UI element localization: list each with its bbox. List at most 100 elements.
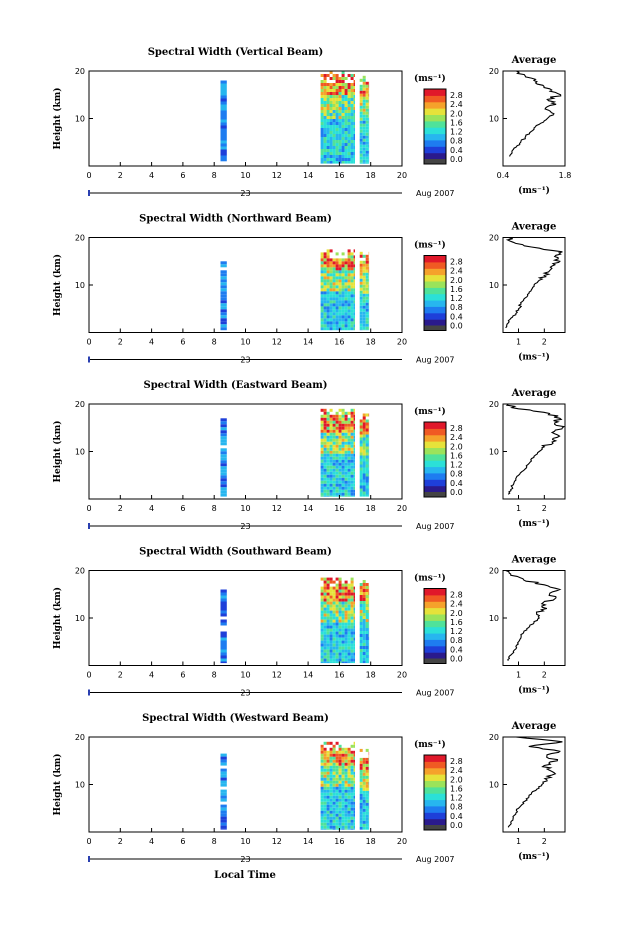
heatmap-cell: [365, 655, 369, 658]
heatmap-cell: [341, 750, 345, 754]
heatmap-cell: [329, 282, 333, 286]
heatmap-cell: [344, 622, 348, 626]
heatmap-cell: [220, 813, 227, 817]
heatmap-cell: [359, 637, 363, 640]
heatmap-cell: [326, 255, 330, 259]
heatmap-cell: [341, 110, 345, 113]
heatmap-cell: [362, 476, 366, 480]
heatmap-cell: [332, 453, 336, 457]
heatmap-cell: [347, 113, 351, 116]
colorbar-swatch: [424, 428, 446, 436]
heatmap-cell: [220, 643, 227, 647]
heatmap-cell: [335, 273, 339, 277]
heatmap-cell: [347, 753, 351, 757]
heatmap-cell: [365, 111, 369, 115]
heatmap-cell: [347, 783, 351, 787]
heatmap-cell: [329, 98, 333, 101]
heatmap-cell: [332, 789, 336, 793]
heatmap-cell: [365, 290, 369, 294]
colorbar-tick-label: 1.6: [450, 618, 463, 627]
colorbar-swatch: [424, 441, 446, 448]
heatmap-cell: [350, 750, 354, 754]
average-y-tick-label: 20: [489, 733, 499, 742]
heatmap-cell: [220, 756, 227, 760]
heatmap-cell: [341, 634, 345, 638]
heatmap-cell: [332, 765, 336, 769]
heatmap-cell: [353, 309, 355, 313]
average-y-tick-label: 10: [489, 448, 499, 457]
heatmap-cell: [341, 492, 345, 496]
heatmap-cell: [365, 443, 369, 447]
heatmap-cell: [365, 311, 369, 315]
heatmap-cell: [347, 143, 351, 146]
heatmap-cell: [329, 408, 333, 412]
heatmap-cell: [350, 327, 354, 331]
heatmap-cell: [323, 107, 327, 110]
heatmap-cell: [341, 640, 345, 644]
x-tick-label: 10: [240, 671, 250, 680]
heatmap-cell: [332, 441, 336, 445]
heatmap-cell: [359, 419, 363, 423]
heatmap-cell: [320, 771, 324, 775]
heatmap-cell: [359, 583, 363, 586]
heatmap-cell: [365, 607, 369, 610]
heatmap-cell: [320, 74, 324, 77]
heatmap-cell: [359, 314, 363, 318]
colorbar-swatch: [424, 120, 446, 128]
heatmap-cell: [359, 616, 363, 619]
heatmap-cell: [335, 619, 339, 623]
heatmap-cell: [359, 117, 363, 121]
heatmap-cell: [326, 652, 330, 656]
heatmap-cell: [341, 783, 345, 787]
heatmap-cell: [362, 820, 366, 824]
heatmap-cell: [353, 161, 355, 164]
heatmap-cell: [347, 315, 351, 319]
heatmap-cell: [341, 131, 345, 134]
heatmap-cell: [326, 625, 330, 629]
heatmap-cell: [341, 828, 345, 830]
heatmap-cell: [329, 655, 333, 659]
heatmap-cell: [350, 137, 354, 140]
heatmap-cell: [362, 610, 366, 613]
heatmap-cell: [220, 89, 227, 93]
heatmap-cell: [365, 144, 369, 148]
heatmap-cell: [362, 488, 366, 492]
heatmap-cell: [347, 435, 351, 439]
heatmap-cell: [353, 417, 355, 421]
heatmap-cell: [326, 771, 330, 775]
heatmap-cell: [320, 768, 324, 772]
heatmap-cell: [353, 444, 355, 448]
heatmap-cell: [335, 634, 339, 638]
heatmap-cell: [359, 814, 363, 818]
heatmap-cell: [365, 440, 369, 444]
heatmap-cell: [353, 822, 355, 826]
heatmap-cell: [323, 327, 327, 331]
heatmap-cell: [353, 267, 355, 271]
heatmap-cell: [347, 774, 351, 778]
heatmap-cell: [329, 810, 333, 814]
heatmap-cell: [353, 586, 355, 590]
heatmap-cell: [347, 586, 351, 590]
heatmap-cell: [326, 110, 330, 113]
heatmap-cell: [350, 480, 354, 484]
y-tick-label: 10: [75, 115, 85, 124]
heatmap-cell: [362, 613, 366, 616]
heatmap-cell: [359, 296, 363, 300]
heatmap-cell: [359, 114, 363, 118]
heatmap-cell: [338, 450, 342, 454]
heatmap-cell: [338, 83, 342, 86]
heatmap-cell: [341, 477, 345, 481]
heatmap-cell: [353, 595, 355, 599]
heatmap-cell: [353, 601, 355, 605]
heatmap-cell: [341, 432, 345, 436]
heatmap-cell: [326, 658, 330, 662]
heatmap-cell: [347, 158, 351, 161]
heatmap-cell: [350, 789, 354, 793]
heatmap-cell: [341, 628, 345, 632]
heatmap-cell: [323, 125, 327, 128]
heatmap-cell: [359, 123, 363, 127]
heatmap-cell: [329, 137, 333, 140]
heatmap-cell: [362, 120, 366, 124]
